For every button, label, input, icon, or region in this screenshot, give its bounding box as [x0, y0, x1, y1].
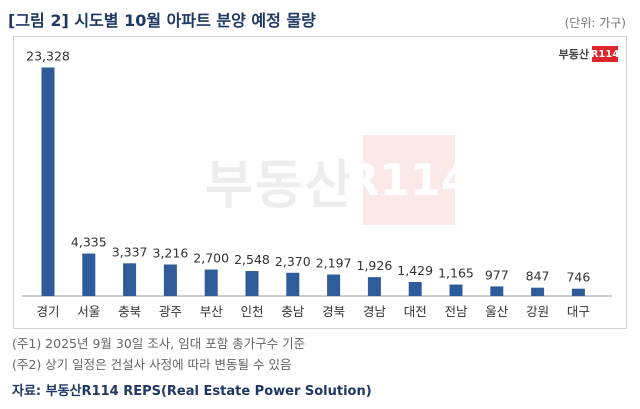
bar-9 [408, 282, 422, 296]
bar-2 [123, 263, 137, 296]
value-label-3: 3,216 [153, 245, 189, 260]
category-label-5: 인천 [240, 304, 263, 319]
category-label-11: 울산 [485, 304, 509, 319]
value-label-11: 977 [485, 267, 509, 282]
value-label-2: 3,337 [112, 244, 148, 259]
bar-11 [490, 286, 504, 296]
bar-7 [327, 274, 341, 296]
bar-6 [286, 272, 300, 296]
bar-0 [41, 67, 55, 296]
value-label-0: 23,328 [26, 48, 70, 63]
unit-label: (단위: 가구) [564, 16, 626, 30]
bar-4 [204, 269, 218, 296]
bar-1 [82, 253, 96, 296]
brand-logo: 부동산 R114 [558, 46, 619, 62]
category-label-0: 경기 [36, 304, 59, 319]
value-label-5: 2,548 [234, 252, 270, 267]
bar-10 [449, 284, 463, 296]
category-label-13: 대구 [567, 304, 590, 319]
value-label-1: 4,335 [71, 235, 107, 250]
value-label-8: 1,926 [357, 258, 393, 273]
category-label-2: 충북 [118, 304, 141, 319]
bar-8 [367, 277, 381, 296]
value-label-12: 847 [526, 269, 550, 284]
value-label-6: 2,370 [275, 254, 311, 269]
value-label-10: 1,165 [438, 266, 474, 281]
value-label-13: 746 [566, 270, 590, 285]
value-label-4: 2,700 [193, 251, 229, 266]
logo-text: 부동산 [558, 48, 589, 61]
note-2: (주2) 상기 일정은 건설사 사정에 따라 변동될 수 있음 [12, 357, 292, 372]
value-label-9: 1,429 [397, 263, 433, 278]
category-label-9: 대전 [404, 304, 427, 319]
source-label: 자료: 부동산R114 REPS(Real Estate Power Solut… [12, 384, 372, 399]
note-1: (주1) 2025년 9월 30일 조사, 임대 포함 총가구수 기준 [12, 336, 306, 351]
category-label-8: 경남 [363, 304, 387, 319]
category-label-1: 서울 [77, 304, 100, 319]
value-label-7: 2,197 [316, 255, 352, 270]
bar-13 [571, 288, 585, 296]
bar-12 [531, 287, 545, 296]
category-label-4: 부산 [200, 304, 224, 319]
category-label-12: 강원 [526, 304, 549, 319]
category-label-3: 광주 [159, 304, 182, 319]
chart-title: [그림 2] 시도별 10월 아파트 분양 예정 물량 [8, 11, 316, 30]
category-label-10: 전남 [444, 304, 468, 319]
category-label-6: 충남 [281, 304, 305, 319]
bar-5 [245, 271, 259, 296]
chart-panel [13, 36, 627, 329]
category-label-7: 경북 [322, 304, 345, 319]
logo-mark: R114 [591, 46, 619, 62]
bar-3 [163, 264, 177, 296]
